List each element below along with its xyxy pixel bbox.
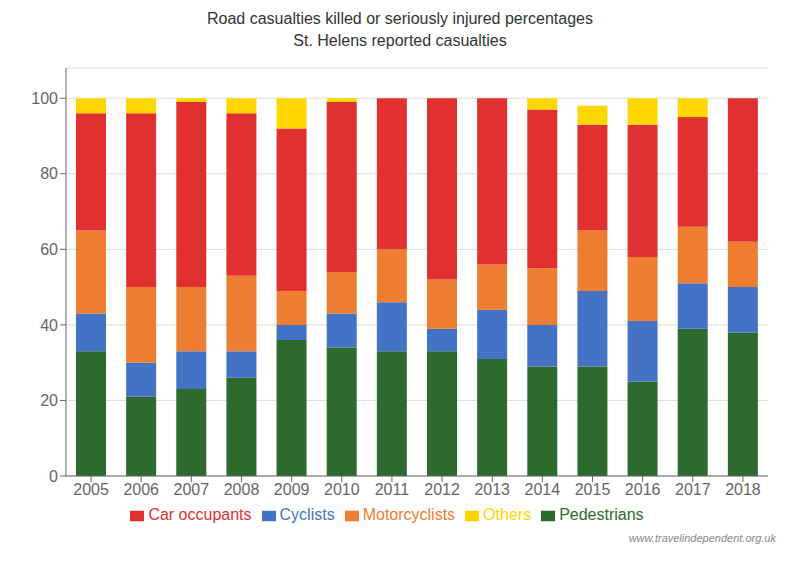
- svg-text:2018: 2018: [725, 481, 761, 498]
- svg-text:2012: 2012: [424, 481, 460, 498]
- html-text:Cyclists: Cyclists: [279, 506, 335, 523]
- svg-text:2017: 2017: [675, 481, 711, 498]
- svg-text:2015: 2015: [575, 481, 611, 498]
- svg-text:40: 40: [40, 317, 58, 334]
- html-text:www.travelindependent.org.uk: www.travelindependent.org.uk: [628, 532, 776, 544]
- svg-text:100: 100: [31, 90, 58, 107]
- html-text:Car occupants: Car occupants: [148, 506, 252, 523]
- html-text:Pedestrians: Pedestrians: [559, 506, 644, 523]
- svg-text:0: 0: [49, 468, 58, 485]
- svg-text:80: 80: [40, 165, 58, 182]
- svg-text:2013: 2013: [474, 481, 510, 498]
- html-text:St. Helens reported casualties: St. Helens reported casualties: [293, 32, 507, 49]
- svg-text:2007: 2007: [174, 481, 210, 498]
- svg-text:2006: 2006: [123, 481, 159, 498]
- svg-text:20: 20: [40, 392, 58, 409]
- html-text:Others: Others: [483, 506, 532, 523]
- svg-text:2011: 2011: [375, 481, 410, 498]
- svg-text:2008: 2008: [224, 481, 260, 498]
- svg-text:2010: 2010: [324, 481, 360, 498]
- svg-text:2009: 2009: [274, 481, 310, 498]
- html-text:Motorcyclists: Motorcyclists: [362, 506, 456, 523]
- html-text:Road casualties killed or seri: Road casualties killed or seriously inju…: [207, 10, 593, 27]
- svg-text:60: 60: [40, 241, 58, 258]
- svg-text:2014: 2014: [525, 481, 561, 498]
- svg-text:2016: 2016: [625, 481, 661, 498]
- svg-text:2005: 2005: [73, 481, 109, 498]
